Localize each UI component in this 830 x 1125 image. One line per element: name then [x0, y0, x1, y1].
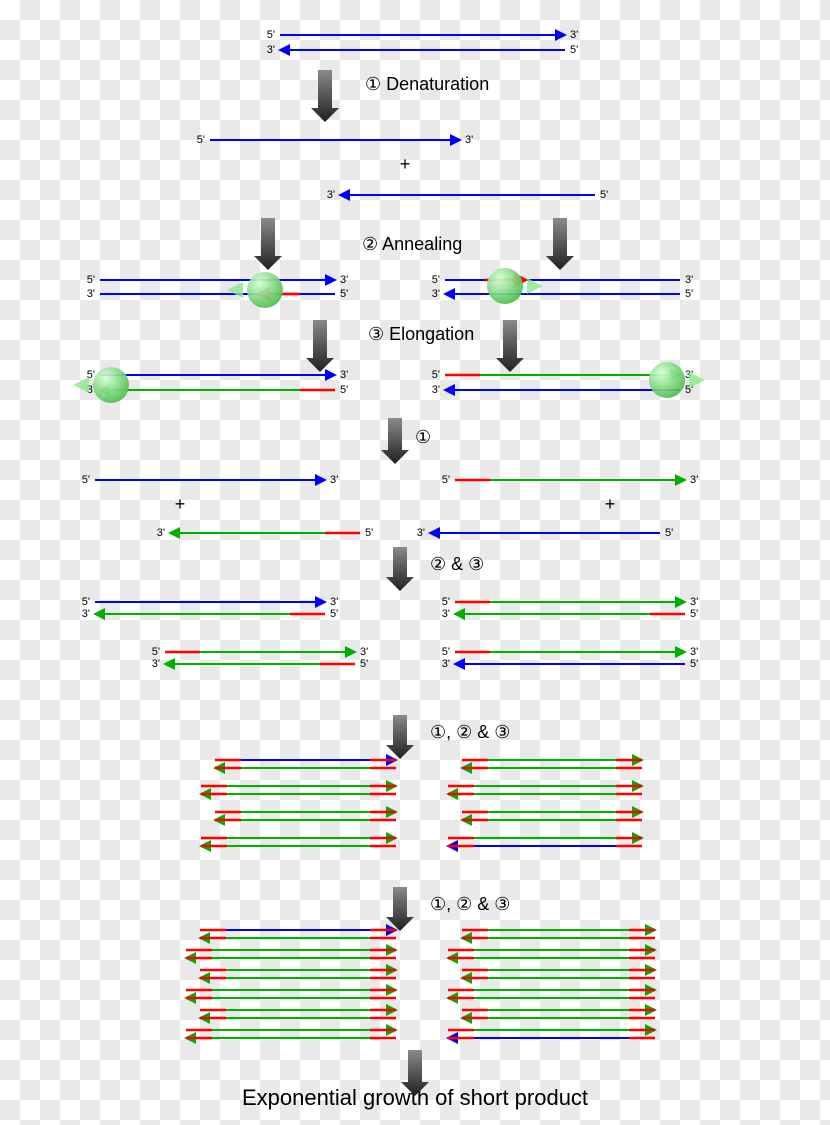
svg-text:3': 3' [465, 134, 473, 146]
polymerase-enzyme [227, 272, 283, 308]
label-cycle-23: ② & ③ [430, 554, 484, 574]
svg-text:5': 5' [82, 596, 90, 608]
flow-arrow [254, 218, 282, 270]
polymerase-enzyme [73, 367, 129, 403]
svg-text:5': 5' [570, 44, 578, 56]
svg-text:3': 3' [340, 274, 348, 286]
flow-arrow [386, 887, 414, 931]
label-step-3: ③ Elongation [368, 324, 474, 344]
flow-arrow [386, 715, 414, 759]
label-cycle-1: ① [415, 427, 431, 447]
pcr-diagram: 5'3'3'5'① Denaturation5'3'3'5'+② Anneali… [0, 0, 830, 1125]
svg-text:3': 3' [432, 384, 440, 396]
flow-arrow [496, 320, 524, 372]
svg-text:3': 3' [570, 29, 578, 41]
polymerase-enzyme [487, 268, 543, 304]
svg-text:3': 3' [690, 474, 698, 486]
svg-text:5': 5' [442, 474, 450, 486]
svg-text:5': 5' [360, 658, 368, 670]
svg-text:3': 3' [690, 596, 698, 608]
svg-text:3': 3' [340, 369, 348, 381]
svg-text:5': 5' [442, 646, 450, 658]
svg-text:5': 5' [340, 288, 348, 300]
svg-text:3': 3' [82, 608, 90, 620]
polymerase-enzyme [649, 362, 705, 398]
svg-text:5': 5' [432, 274, 440, 286]
flow-arrow [386, 547, 414, 591]
label-step-1: ① Denaturation [365, 74, 489, 94]
svg-text:3': 3' [157, 527, 165, 539]
label-cycle-123b: ①, ② & ③ [430, 894, 510, 914]
svg-text:5': 5' [665, 527, 673, 539]
svg-text:5': 5' [685, 288, 693, 300]
svg-text:+: + [175, 494, 186, 514]
flow-arrow [306, 320, 334, 372]
flow-arrow [546, 218, 574, 270]
svg-text:5': 5' [197, 134, 205, 146]
svg-text:5': 5' [432, 369, 440, 381]
svg-text:5': 5' [152, 646, 160, 658]
svg-text:5': 5' [600, 189, 608, 201]
svg-text:5': 5' [267, 29, 275, 41]
svg-text:5': 5' [690, 608, 698, 620]
svg-text:3': 3' [685, 274, 693, 286]
svg-text:3': 3' [327, 189, 335, 201]
svg-text:+: + [605, 494, 616, 514]
flow-arrow [381, 418, 409, 464]
svg-text:5': 5' [340, 384, 348, 396]
svg-text:3': 3' [330, 596, 338, 608]
svg-text:3': 3' [360, 646, 368, 658]
svg-text:3': 3' [330, 474, 338, 486]
svg-text:5': 5' [690, 658, 698, 670]
svg-text:5': 5' [82, 474, 90, 486]
svg-text:5': 5' [330, 608, 338, 620]
label-cycle-123a: ①, ② & ③ [430, 722, 510, 742]
svg-text:+: + [400, 154, 411, 174]
label-step-2: ② Annealing [362, 234, 462, 254]
flow-arrow [311, 70, 339, 122]
svg-text:3': 3' [442, 658, 450, 670]
svg-text:3': 3' [152, 658, 160, 670]
svg-text:3': 3' [267, 44, 275, 56]
svg-text:5': 5' [442, 596, 450, 608]
svg-text:3': 3' [417, 527, 425, 539]
svg-text:3': 3' [442, 608, 450, 620]
svg-text:3': 3' [432, 288, 440, 300]
svg-text:3': 3' [690, 646, 698, 658]
svg-text:5': 5' [87, 274, 95, 286]
svg-text:3': 3' [87, 288, 95, 300]
svg-text:5': 5' [365, 527, 373, 539]
